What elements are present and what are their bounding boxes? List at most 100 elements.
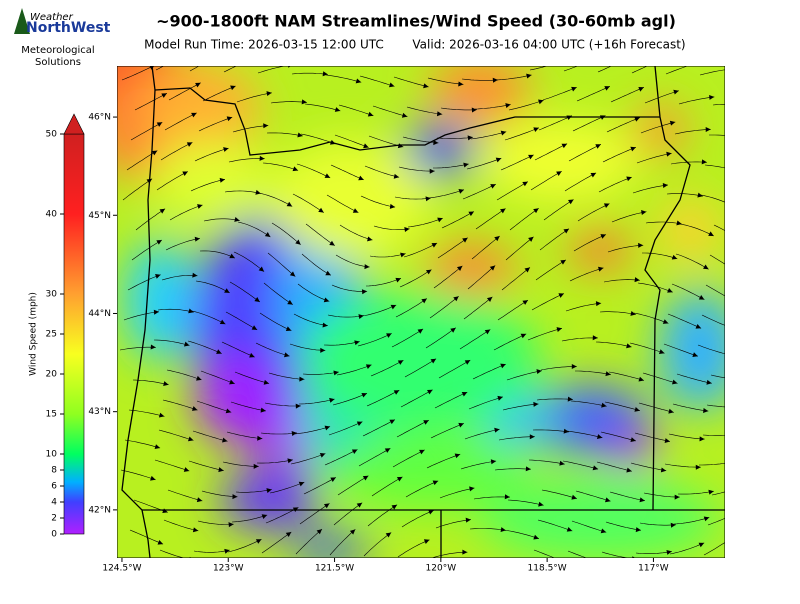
streamline — [168, 82, 201, 101]
streamline — [672, 403, 709, 412]
streamline — [338, 104, 374, 116]
streamline — [154, 459, 190, 472]
streamline-arrow — [287, 299, 293, 305]
streamline-arrow — [297, 132, 303, 138]
streamline-arrow — [489, 265, 496, 271]
streamline-arrow — [468, 211, 474, 217]
streamline — [675, 253, 709, 270]
streamline-arrow — [662, 183, 668, 188]
streamline — [363, 532, 392, 557]
y-tick-label: 43°N — [88, 407, 111, 417]
streamline — [291, 72, 328, 75]
x-tick-label: 118.5°W — [528, 564, 567, 574]
streamline — [406, 106, 443, 115]
streamline — [601, 551, 631, 558]
streamline-arrow — [222, 437, 228, 443]
streamline — [475, 208, 506, 230]
streamline — [461, 78, 498, 81]
streamline-arrow — [668, 408, 674, 414]
streamline-arrow — [669, 120, 676, 126]
streamline-arrow — [329, 240, 335, 246]
streamline-arrow — [694, 59, 700, 65]
streamline-arrow — [400, 252, 406, 258]
streamline-arrow — [533, 127, 539, 132]
streamline — [677, 490, 714, 495]
streamline — [466, 157, 502, 170]
streamline-arrow — [249, 352, 255, 358]
wind-blob — [330, 430, 530, 510]
streamline — [463, 296, 493, 320]
streamline — [226, 431, 263, 439]
streamline-arrow — [428, 509, 434, 515]
streamline — [504, 127, 540, 141]
streamline — [502, 403, 539, 411]
streamline — [190, 179, 226, 192]
streamline — [402, 136, 439, 144]
colorbar-label: Wind Speed (mph) — [29, 292, 39, 376]
streamline-arrow — [533, 534, 539, 540]
streamline-arrow — [258, 266, 265, 272]
streamline — [642, 372, 678, 384]
streamline — [223, 66, 238, 73]
streamline-arrow — [630, 310, 636, 316]
streamline-arrow — [427, 389, 433, 395]
wind-blob — [405, 125, 475, 175]
streamline-arrow — [163, 381, 169, 386]
streamline-arrow — [192, 272, 198, 278]
streamline-arrow — [524, 267, 530, 273]
streamline — [230, 401, 266, 412]
streamline — [197, 520, 234, 525]
streamline — [472, 363, 506, 380]
streamline — [224, 190, 261, 194]
streamline — [360, 195, 396, 208]
streamline — [234, 371, 270, 384]
streamline-arrow — [425, 196, 431, 202]
streamline — [268, 372, 305, 380]
streamline — [441, 211, 475, 229]
streamline-arrow — [352, 208, 359, 213]
streamline-arrow — [263, 123, 269, 129]
streamline — [366, 389, 400, 407]
colorbar-tick-label: 40 — [46, 210, 58, 220]
streamline — [362, 419, 396, 437]
streamline — [169, 204, 203, 221]
streamline — [505, 236, 534, 261]
streamline-arrow — [670, 522, 676, 528]
streamline — [198, 116, 233, 132]
streamline — [303, 477, 337, 495]
wind-blob — [290, 535, 370, 558]
streamline-arrow — [417, 328, 424, 334]
streamline-arrow — [666, 549, 672, 555]
streamline — [157, 308, 194, 313]
streamline-arrow — [430, 358, 437, 364]
streamline-arrow — [183, 467, 190, 472]
streamline-arrow — [566, 526, 573, 532]
streamline — [629, 342, 665, 354]
streamline-arrow — [634, 406, 640, 412]
streamline — [501, 267, 531, 291]
wind-blob — [480, 120, 640, 200]
streamline — [328, 421, 363, 436]
streamline-arrow — [323, 503, 330, 509]
streamline-arrow — [391, 504, 398, 510]
streamline-arrow — [323, 297, 330, 303]
streamline — [440, 107, 477, 111]
streamline — [407, 217, 443, 228]
streamline-arrow — [186, 142, 193, 147]
streamline-arrow — [533, 401, 539, 407]
streamline — [709, 254, 725, 265]
streamline — [676, 373, 712, 384]
streamline — [473, 496, 510, 500]
streamline — [568, 144, 602, 162]
streamline-arrow — [626, 467, 632, 473]
streamline — [302, 371, 339, 375]
streamline — [337, 475, 369, 496]
streamline — [401, 510, 434, 528]
streamline-arrow — [188, 308, 194, 314]
streamline — [611, 211, 647, 223]
streamline — [576, 86, 611, 102]
streamline — [538, 115, 573, 131]
streamline — [162, 399, 198, 411]
wind-blob — [125, 240, 195, 360]
streamline-arrow — [674, 494, 680, 500]
